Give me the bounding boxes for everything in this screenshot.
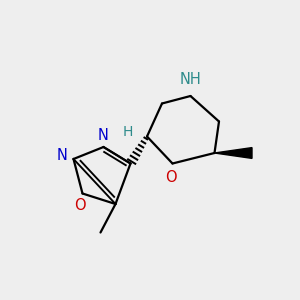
Text: N: N xyxy=(98,128,109,142)
Text: N: N xyxy=(57,148,68,164)
Text: NH: NH xyxy=(180,72,201,87)
Polygon shape xyxy=(214,148,252,158)
Text: O: O xyxy=(74,198,85,213)
Text: H: H xyxy=(122,125,133,139)
Text: O: O xyxy=(165,169,177,184)
